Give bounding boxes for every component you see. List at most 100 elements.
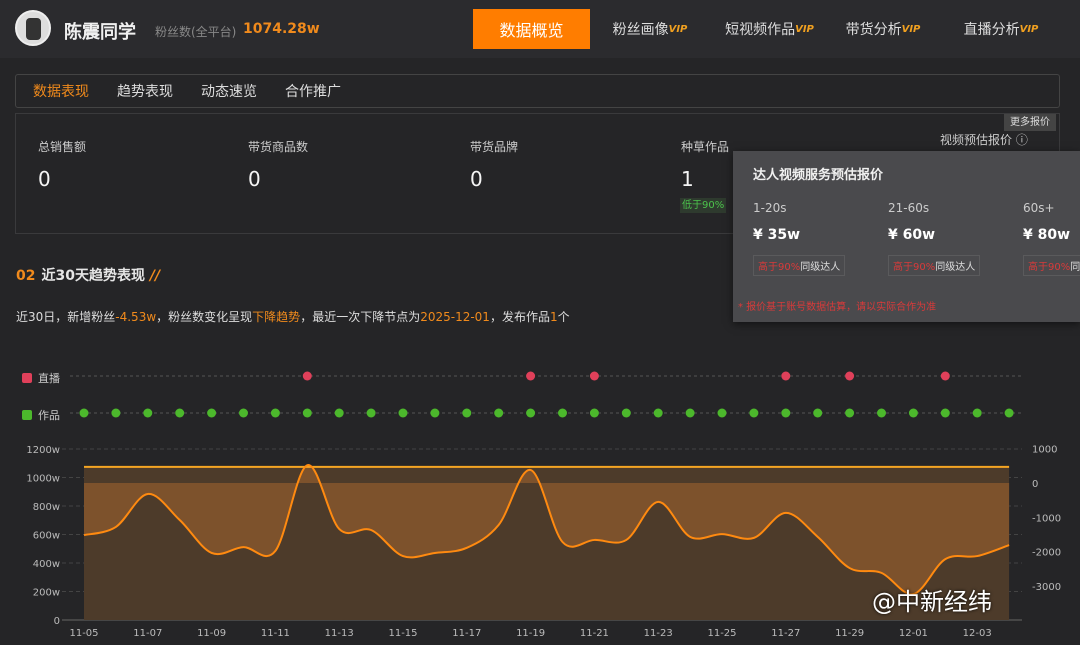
tab-data-performance[interactable]: 数据表现	[33, 84, 89, 100]
stat-total-sales: 总销售额 0	[38, 138, 86, 191]
x-tick-label: 11-21	[580, 628, 609, 639]
works-icon	[22, 410, 32, 420]
work-event-dot	[621, 408, 631, 418]
live-icon	[22, 373, 32, 383]
section-title: 02 近30天趋势表现 //	[16, 265, 160, 285]
x-tick-label: 12-03	[963, 628, 992, 639]
work-event-dot	[239, 408, 248, 418]
quote-popover: 达人视频服务预估报价 1-20s ¥ 35w 高于90%同级达人 21-60s ¥ 6…	[733, 151, 1080, 322]
nav-data-overview[interactable]: 数据概览	[473, 9, 590, 49]
tab-trend[interactable]: 趋势表现	[117, 84, 173, 100]
work-event-dot	[653, 408, 663, 418]
vip-badge: VIP	[1019, 23, 1039, 35]
duration: 1-20s	[753, 201, 787, 215]
nav-label: 直播分析	[963, 22, 1020, 38]
nav-fans-profile[interactable]: 粉丝画像 VIP	[600, 9, 700, 49]
more-quotes-button[interactable]: 更多报价	[1004, 114, 1056, 131]
fan-change-line	[83, 464, 1010, 596]
y-tick-label: 1000w	[26, 474, 60, 485]
stat-seeding-works: 种草作品 1	[681, 138, 729, 191]
work-event-dot	[143, 408, 153, 418]
top-header: 陈震同学 粉丝数(全平台) 1074.28w 数据概览 粉丝画像 VIP 短视频作…	[0, 0, 1080, 58]
section-label: 近30天趋势表现	[41, 268, 145, 284]
fans-label: 粉丝数(全平台)	[155, 25, 237, 39]
avatar[interactable]	[15, 10, 51, 46]
stat-brands: 带货品牌 0	[470, 138, 518, 191]
work-event-dot	[781, 408, 791, 418]
x-tick-label: 11-07	[133, 628, 162, 639]
tag-highlight: 高于90%	[758, 262, 801, 273]
work-event-dot	[302, 408, 312, 418]
popover-title: 达人视频服务预估报价	[753, 168, 884, 183]
comparison-badge: 低于90%	[680, 198, 727, 213]
stat-label: 总销售额	[38, 140, 87, 154]
x-tick-label: 11-15	[388, 628, 417, 639]
work-event-dot	[908, 408, 918, 418]
live-event-dot	[845, 371, 855, 381]
stat-label: 种草作品	[681, 140, 730, 154]
user-name: 陈震同学	[64, 22, 136, 43]
vip-badge: VIP	[901, 23, 921, 35]
y-tick-label: 200w	[33, 588, 60, 599]
weibo-watermark: @中新经纬	[872, 588, 992, 616]
work-event-dot	[175, 408, 185, 418]
work-event-dot	[749, 408, 759, 418]
live-event-dot	[302, 371, 312, 381]
compare-tag: 高于90%同级达人	[753, 255, 846, 276]
quote-col: 21-60s ¥ 60w 高于90%同级达人	[888, 201, 981, 276]
work-event-dot	[526, 408, 536, 418]
work-event-dot	[972, 408, 982, 418]
nav-sales-analysis[interactable]: 带货分析 VIP	[838, 9, 928, 49]
y-tick-label: 400w	[33, 559, 60, 570]
quote-col: 60s+ ¥ 80w 高于90%同级达人	[1023, 201, 1080, 276]
nav-label: 短视频作品	[725, 22, 796, 38]
tag-highlight: 高于90%	[1028, 262, 1071, 273]
y-tick-label: 0	[54, 616, 60, 627]
nav-short-video[interactable]: 短视频作品 VIP	[712, 9, 827, 49]
nav-label: 数据概览	[499, 21, 564, 40]
legend-label: 作品	[38, 409, 60, 422]
stat-value: 1	[681, 167, 694, 191]
legend-works: 作品	[22, 407, 60, 423]
tab-dynamics[interactable]: 动态速览	[201, 84, 257, 100]
t: ，粉丝数变化呈现	[156, 310, 253, 324]
legend-label: 直播	[38, 372, 60, 385]
work-event-dot	[111, 408, 121, 418]
decor-icon: //	[149, 268, 161, 284]
work-event-dot	[940, 408, 950, 418]
section-number: 02	[16, 268, 36, 284]
y2-tick-label: -1000	[1032, 513, 1061, 524]
work-event-dot	[558, 408, 567, 418]
x-tick-label: 11-09	[197, 628, 226, 639]
x-tick-label: 11-29	[835, 628, 864, 639]
tab-cooperation[interactable]: 合作推广	[285, 84, 341, 100]
x-tick-label: 11-17	[452, 628, 481, 639]
work-event-dot	[430, 408, 440, 418]
work-event-dot	[207, 408, 217, 418]
work-event-dot	[462, 408, 472, 418]
y2-tick-label: -2000	[1032, 548, 1061, 559]
x-tick-label: 11-11	[261, 628, 290, 639]
duration: 60s+	[1023, 201, 1055, 215]
vip-badge: VIP	[668, 23, 688, 35]
live-event-dot	[589, 371, 599, 381]
sub-tabs: 数据表现 趋势表现 动态速览 合作推广	[15, 74, 1060, 108]
x-tick-label: 11-05	[69, 628, 98, 639]
work-event-dot	[270, 408, 280, 418]
tag-text: 同级达人	[935, 262, 976, 273]
x-tick-label: 11-19	[516, 628, 545, 639]
stat-label: 带货商品数	[248, 140, 309, 154]
stat-label: 带货品牌	[470, 140, 519, 154]
help-icon[interactable]: ⓘ	[1015, 133, 1028, 147]
duration: 21-60s	[888, 201, 930, 215]
t: 个	[557, 310, 570, 324]
x-tick-label: 11-13	[325, 628, 354, 639]
video-quote-label[interactable]: 视频预估报价 ⓘ	[940, 133, 1028, 148]
price: ¥ 80w	[1023, 227, 1071, 243]
trend: 下降趋势	[252, 310, 301, 324]
vip-badge: VIP	[795, 23, 814, 35]
nav-live-analysis[interactable]: 直播分析 VIP	[955, 9, 1047, 49]
work-event-dot	[589, 408, 599, 418]
compare-tag: 高于90%同级达人	[1023, 255, 1080, 276]
price: ¥ 60w	[888, 227, 936, 243]
